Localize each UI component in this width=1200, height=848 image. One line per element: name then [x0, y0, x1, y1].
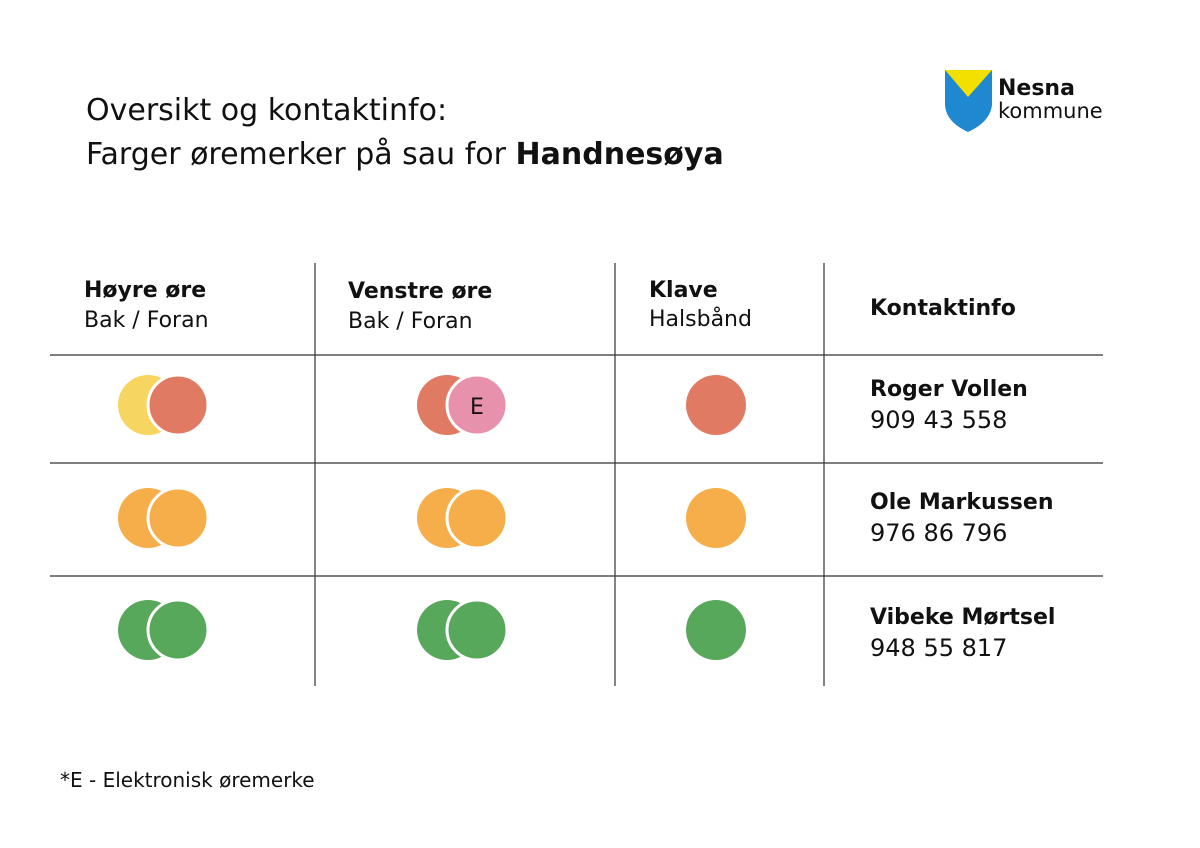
collar — [686, 375, 746, 435]
tag-front — [445, 373, 509, 437]
contact-phone: 909 43 558 — [870, 406, 1007, 434]
tag-front — [445, 486, 509, 550]
title-place: Handnesøya — [516, 137, 724, 172]
logo-subtitle: kommune — [998, 99, 1103, 123]
tag-front — [146, 486, 210, 550]
collar — [686, 600, 746, 660]
contact-phone: 976 86 796 — [870, 519, 1007, 547]
tag-front — [445, 598, 509, 662]
tag-front — [146, 373, 210, 437]
column-title: Kontaktinfo — [870, 296, 1016, 321]
footnote: *E - Elektronisk øremerke — [60, 768, 315, 792]
table-lines — [50, 263, 1103, 686]
contact-name: Vibeke Mørtsel — [870, 605, 1055, 630]
collar — [686, 488, 746, 548]
column-title: Klave — [649, 278, 718, 303]
column-title: Venstre øre — [348, 279, 492, 304]
column-subtitle: Halsbånd — [649, 306, 752, 332]
logo-yellow — [945, 70, 992, 97]
electronic-mark: E — [470, 395, 484, 420]
logo-name: Nesna — [998, 76, 1075, 101]
contact-name: Roger Vollen — [870, 377, 1028, 402]
column-subtitle: Bak / Foran — [84, 308, 209, 333]
title-text: Farger øremerker på sau for — [86, 137, 507, 172]
contact-name: Ole Markussen — [870, 490, 1053, 515]
title-line1: Oversikt og kontaktinfo: — [86, 93, 447, 128]
title-line2: Farger øremerker på sau for Handnesøya — [86, 137, 724, 172]
contact-phone: 948 55 817 — [870, 634, 1007, 662]
logo-shield — [945, 70, 992, 132]
tag-front — [146, 598, 210, 662]
column-title: Høyre øre — [84, 278, 206, 303]
column-subtitle: Bak / Foran — [348, 309, 473, 334]
logo: Nesna kommune — [945, 70, 1103, 132]
